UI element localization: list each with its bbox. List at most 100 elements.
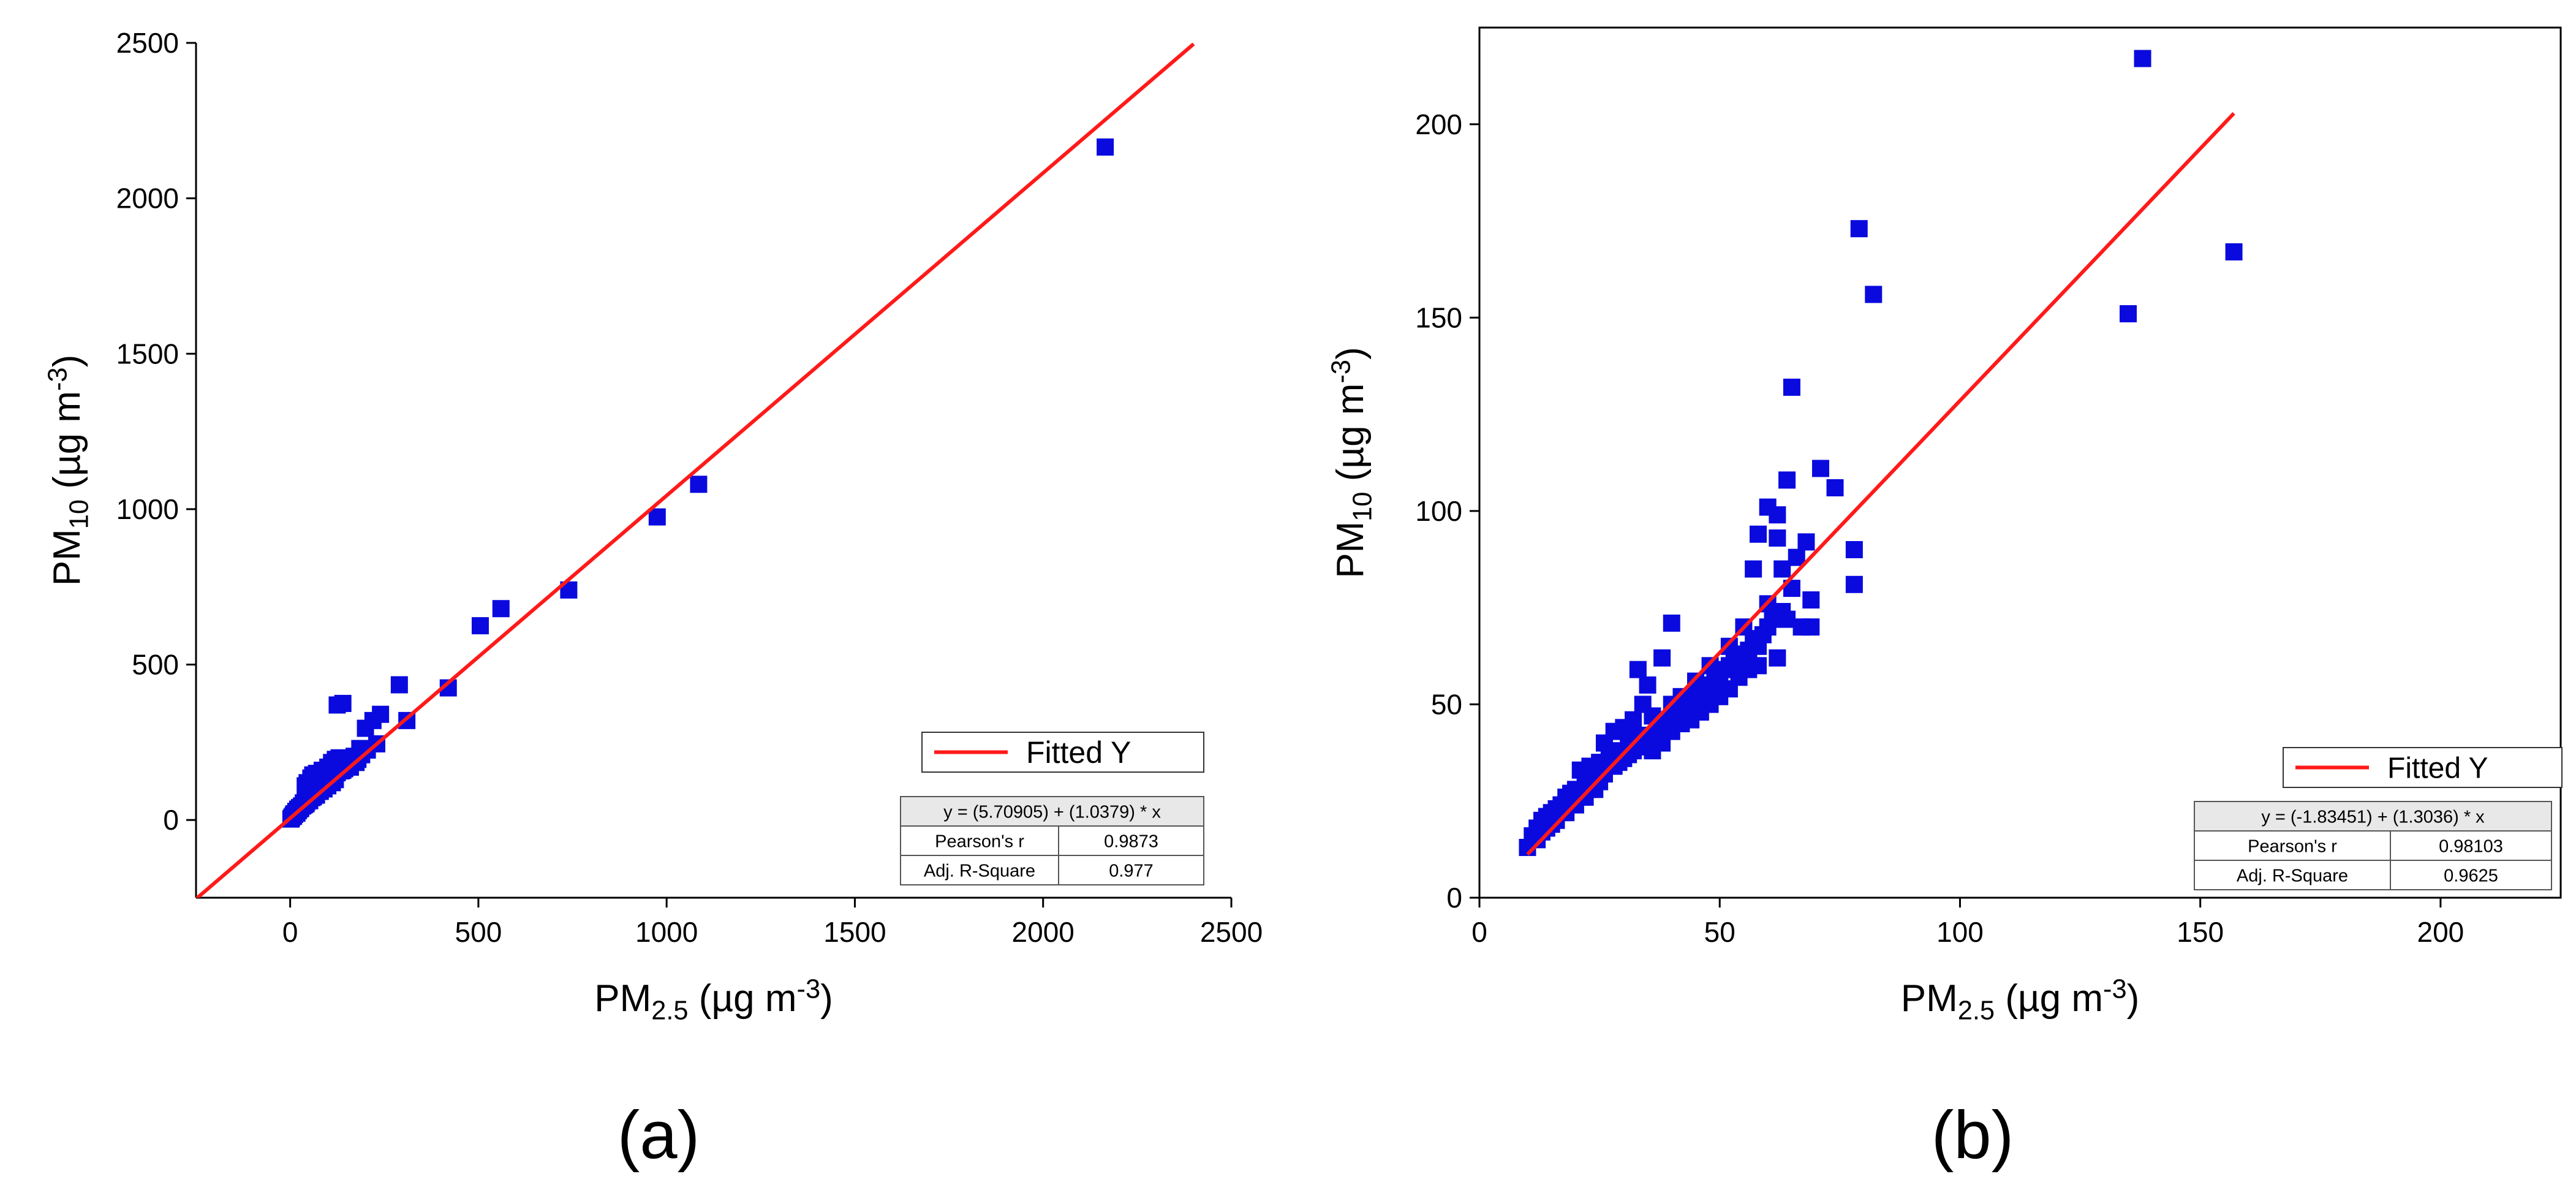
data-point: [1653, 649, 1671, 667]
stat-name-cell: [900, 855, 1059, 885]
y-axis-label-sub: 10: [65, 499, 94, 529]
y-tick-label: 200: [1415, 108, 1462, 140]
axes: 0 500 1000 1500 2000 2500 0 500 1000 1500 2000 2500…: [43, 27, 1263, 1026]
x-axis-label-text: (µg m: [689, 977, 797, 1020]
stat-value-cell: [2390, 830, 2552, 861]
y-tick-label: 50: [1431, 688, 1462, 720]
stat-name: Pearson's r: [2248, 836, 2337, 856]
stat-name-cell: [900, 825, 1059, 856]
data-point: [1826, 479, 1844, 497]
data-point: [1769, 649, 1786, 667]
fit-equation: y = (-1.83451) + (1.3036) * x: [2261, 807, 2485, 827]
x-tick-label: 500: [455, 916, 502, 948]
fit-line: [196, 43, 1195, 898]
x-axis-label-base: PM: [594, 977, 651, 1020]
x-tick-label: 200: [2417, 916, 2465, 948]
y-tick-label: 0: [1446, 882, 1462, 914]
x-axis-label-sub: 2.5: [1958, 996, 1995, 1026]
data-point: [1097, 138, 1114, 156]
data-point: [2225, 243, 2243, 261]
table-header-cell: [900, 796, 1204, 827]
x-tick-label: 150: [2177, 916, 2224, 948]
data-point: [1639, 676, 1656, 694]
data-point: [1749, 657, 1767, 675]
stats-table: y = (5.70905) + (1.0379) * x Pearson's r 0…: [900, 796, 1204, 885]
y-tick-label: 2500: [116, 27, 179, 59]
data-point: [1773, 560, 1791, 578]
panel-label: (a): [618, 1097, 700, 1173]
x-axis-label-sup: -3: [797, 974, 821, 1004]
data-point: [1778, 471, 1796, 489]
y-tick-label: 1000: [116, 493, 179, 525]
y-axis-label-sup: -3: [43, 367, 72, 391]
legend: Fitted Y: [921, 732, 1204, 773]
y-tick-label: 150: [1415, 301, 1462, 333]
x-tick-label: 0: [282, 916, 298, 948]
x-axis-label-close: ): [2127, 977, 2140, 1020]
stat-name: Adj. R-Square: [924, 861, 1035, 881]
y-axis-label: PM10 (µg m-3): [1326, 347, 1377, 578]
data-point: [1754, 626, 1772, 643]
y-axis-label-base: PM: [1329, 521, 1372, 578]
legend-label: Fitted Y: [1026, 735, 1131, 770]
stat-value-cell: [1058, 825, 1204, 856]
x-tick-label: 100: [1936, 916, 1984, 948]
stat-value-cell: [2390, 860, 2552, 890]
data-point: [1629, 661, 1647, 678]
data-point: [1788, 548, 1805, 566]
y-axis-label-sup: -3: [1326, 360, 1356, 384]
x-tick-label: 1500: [823, 916, 886, 948]
stats-table: y = (-1.83451) + (1.3036) * x Pearson's r…: [2194, 801, 2552, 890]
x-tick-label: 1000: [635, 916, 698, 948]
data-point: [1802, 591, 1820, 609]
legend-label: Fitted Y: [2387, 752, 2488, 784]
y-tick-label: 100: [1415, 495, 1462, 527]
y-tick-label: 0: [163, 804, 179, 836]
data-point: [1845, 575, 1863, 593]
stat-name-cell: [2194, 860, 2391, 890]
x-tick-label: 0: [1471, 916, 1487, 948]
y-tick-label: 1500: [116, 338, 179, 370]
x-axis-label-text: (µg m: [1995, 977, 2103, 1020]
x-axis-label: PM2.5 (µg m-3): [594, 974, 833, 1025]
y-axis-label-close: ): [1329, 347, 1372, 360]
data-point: [492, 600, 510, 618]
plot-area: [1519, 50, 2243, 856]
data-point: [2120, 305, 2137, 323]
y-axis-label-close: ): [46, 355, 88, 368]
x-axis-label-base: PM: [1901, 977, 1958, 1020]
stat-value: 0.9873: [1104, 832, 1158, 851]
panel-label: (b): [1932, 1097, 2014, 1173]
x-tick-label: 2000: [1012, 916, 1075, 948]
y-axis-label: PM10 (µg m-3): [43, 355, 94, 586]
data-point: [390, 676, 408, 694]
data-point: [1749, 525, 1767, 543]
x-axis-label-sup: -3: [2103, 974, 2127, 1004]
plot-frame: [1478, 26, 2562, 899]
panel-a: 0 500 1000 1500 2000 2500 0 500 1000 1500 2000 2500…: [43, 27, 1263, 1173]
y-axis-label-text: (µg m: [46, 391, 88, 499]
data-point: [648, 508, 666, 526]
data-point: [1745, 560, 1762, 578]
x-axis-label-sub: 2.5: [651, 996, 688, 1026]
fit-equation: y = (5.70905) + (1.0379) * x: [943, 802, 1161, 822]
y-axis-label-text: (µg m: [1329, 384, 1372, 492]
data-point: [2134, 50, 2151, 67]
plot-area: [196, 43, 1195, 898]
x-tick-label: 2500: [1200, 916, 1263, 948]
stat-value-cell: [1058, 855, 1204, 885]
table-header-cell: [2194, 801, 2552, 832]
fit-line: [1526, 112, 2235, 856]
stat-name: Pearson's r: [935, 832, 1024, 851]
data-point: [357, 719, 374, 737]
stat-value: 0.9625: [2444, 866, 2498, 885]
data-point: [1773, 602, 1791, 620]
legend: Fitted Y: [2283, 747, 2563, 788]
x-axis-label-close: ): [820, 977, 833, 1020]
x-axis-label: PM2.5 (µg m-3): [1901, 974, 2140, 1025]
data-point: [690, 476, 708, 493]
data-point: [1663, 614, 1680, 632]
